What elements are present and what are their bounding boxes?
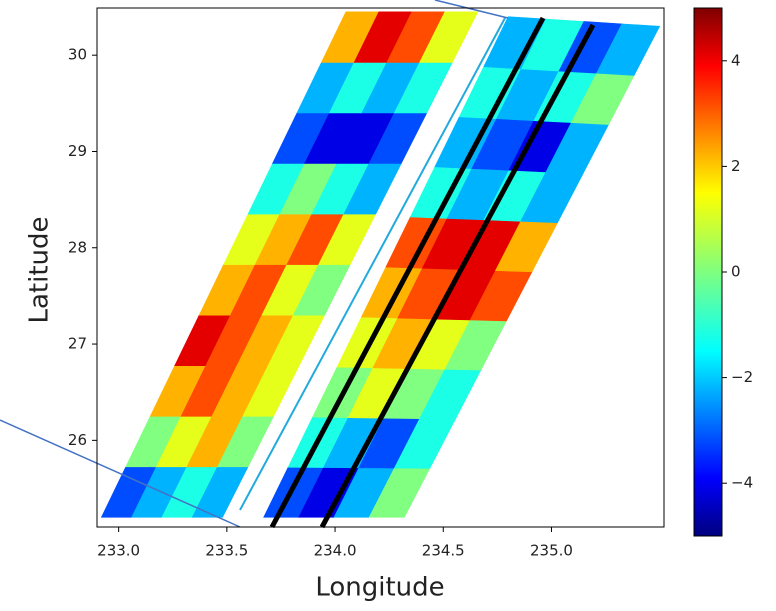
leader-line [434,0,509,19]
colorbar-tick-label: −4 [731,474,753,492]
heat-cell [596,23,661,76]
plot-frame [96,7,665,528]
y-tick-label: 29 [68,142,87,160]
colorbar-tick-label: −2 [731,368,753,386]
colorbar-tick-label: 2 [731,157,741,175]
colorbar-tick-label: 0 [731,263,741,281]
y-tick-label: 27 [68,335,87,353]
colorbar [693,7,723,537]
x-axis-label: Longitude [315,573,444,603]
track-line [319,23,596,529]
y-tick-label: 26 [68,431,87,449]
x-tick-label: 233.5 [205,542,248,560]
leader-line [0,419,241,528]
y-tick-label: 30 [68,46,87,64]
field [100,11,661,518]
y-axis-label: Latitude [25,216,55,323]
x-tick-label: 235.0 [530,542,573,560]
gap-line [239,17,506,511]
colorbar-tick-label: 4 [731,51,741,69]
heat-cell [419,11,479,63]
y-tick-label: 28 [68,238,87,256]
track-line [269,16,546,529]
x-tick-label: 234.0 [314,542,357,560]
x-tick-label: 234.5 [422,542,465,560]
x-tick-label: 233.0 [97,542,140,560]
